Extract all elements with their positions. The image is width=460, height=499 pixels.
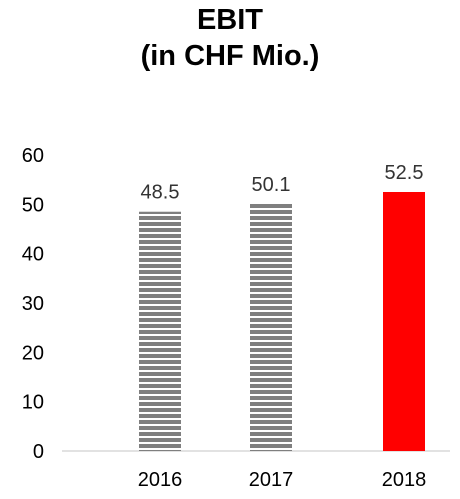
x-tick-label-2018: 2018 [382, 469, 427, 491]
y-tick-label: 30 [22, 293, 44, 315]
bar-2016 [139, 211, 181, 451]
data-label-2016: 48.5 [141, 182, 180, 204]
y-tick-label: 50 [22, 194, 44, 216]
data-label-2018: 52.5 [385, 162, 424, 184]
chart-title-line2: (in CHF Mio.) [140, 40, 320, 72]
y-tick-label: 20 [22, 342, 44, 364]
bar-2017 [250, 203, 292, 451]
x-tick-label-2016: 2016 [138, 469, 183, 491]
data-label-2017: 50.1 [252, 174, 291, 196]
y-tick-label: 40 [22, 244, 44, 266]
bar-2018 [383, 192, 425, 451]
y-tick-label: 0 [33, 441, 44, 463]
x-tick-label-2017: 2017 [249, 469, 294, 491]
y-tick-label: 60 [22, 145, 44, 167]
chart-title-line1: EBIT [196, 4, 264, 36]
y-tick-label: 10 [22, 392, 44, 414]
